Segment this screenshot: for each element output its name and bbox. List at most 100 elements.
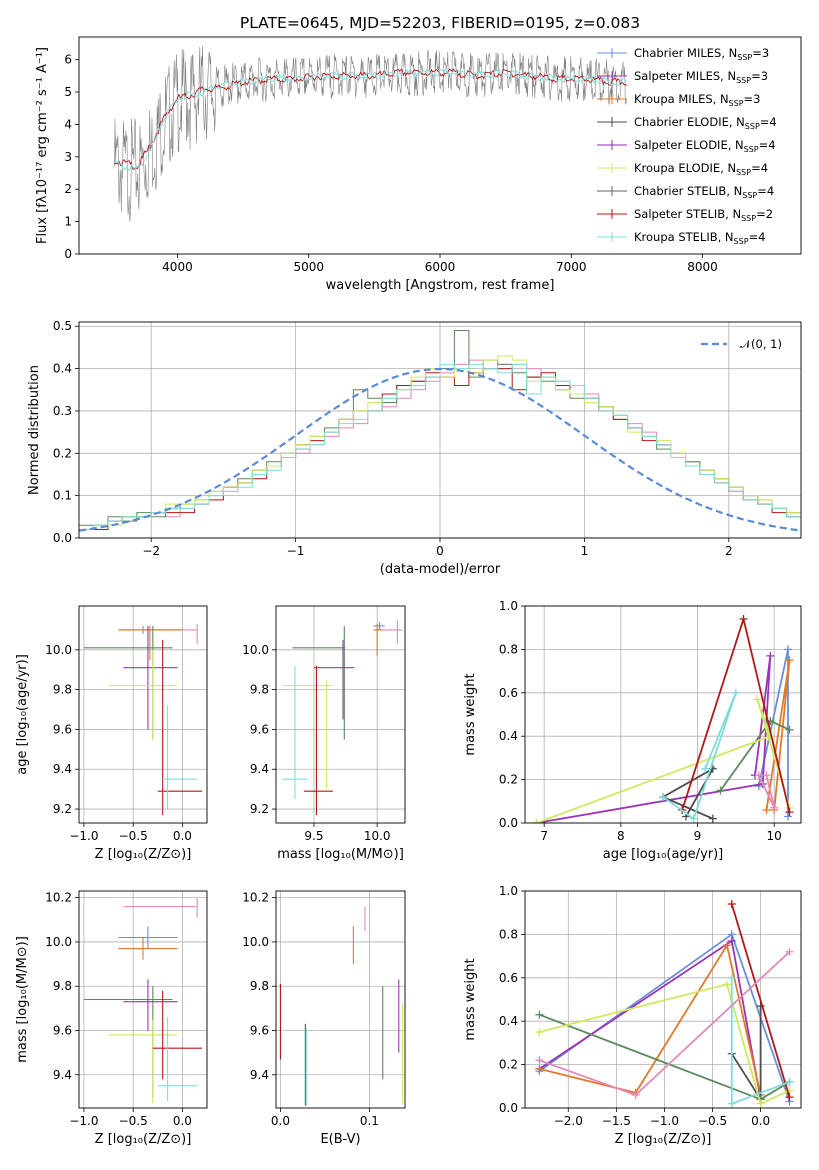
weight-marker xyxy=(727,973,736,982)
weight-marker xyxy=(532,819,541,823)
weight-marker xyxy=(727,936,736,945)
y-tick-label: 0.8 xyxy=(499,927,518,941)
y-tick-label: 9.6 xyxy=(53,722,72,736)
weight-series xyxy=(538,939,762,1100)
x-tick-label: −0.5 xyxy=(698,1114,727,1128)
y-tick-label: 0.3 xyxy=(53,404,72,418)
legend: Chabrier MILES, NSSP=3 Salpeter MILES, NS… xyxy=(597,46,777,246)
weight-marker xyxy=(766,651,775,660)
y-tick-label: 0 xyxy=(64,247,72,261)
weight-marker xyxy=(770,803,779,812)
legend-label: Kroupa STELIB, NSSP=4 xyxy=(634,230,765,246)
x-tick-label: 6000 xyxy=(425,260,456,274)
weight-marker xyxy=(535,1056,544,1065)
weight-marker xyxy=(783,645,792,654)
y-tick-label: 0.8 xyxy=(499,642,518,656)
weight-marker xyxy=(739,615,748,624)
y-tick-label: 9.4 xyxy=(53,762,72,776)
x-tick-label: −1.0 xyxy=(69,829,98,843)
x-tick-label: −1.5 xyxy=(602,1114,631,1128)
error-bars xyxy=(279,906,403,1106)
x-axis-label: E(B-V) xyxy=(320,1132,360,1147)
y-tick-label: 2 xyxy=(64,182,72,196)
legend-label: Chabrier STELIB, NSSP=4 xyxy=(634,184,774,200)
spectrum-lines xyxy=(114,46,627,222)
plot-layer: 4000 5000 6000 7000 8000 0 1 2 3 4 5 6 wavelength [A… xyxy=(15,36,802,1147)
y-axis-label: mass weight xyxy=(463,673,478,755)
x-tick-label: 5000 xyxy=(293,260,324,274)
weight-marker xyxy=(727,1099,736,1108)
y-axis-label: age [log₁₀(age/yr)] xyxy=(15,654,30,775)
weight-marker xyxy=(754,771,763,780)
x-tick-label: 4000 xyxy=(162,260,193,274)
x-tick-label: −0.5 xyxy=(119,1114,148,1128)
x-tick-label: 0.0 xyxy=(751,1114,770,1128)
weight-marker xyxy=(756,1099,765,1108)
y-tick-label: 9.4 xyxy=(250,762,269,776)
x-tick-label: 7 xyxy=(540,829,548,843)
weight-marker xyxy=(785,947,794,956)
y-tick-label: 0.0 xyxy=(53,531,72,545)
y-tick-label: 0.4 xyxy=(499,729,518,743)
weight-marker xyxy=(753,695,762,704)
histogram-series xyxy=(79,363,801,530)
weight-series xyxy=(536,699,791,823)
weight-marker xyxy=(783,812,792,821)
weight-lines xyxy=(532,615,794,823)
spectrum-series xyxy=(114,68,627,170)
axes-frame xyxy=(78,605,208,824)
y-tick-label: 0.2 xyxy=(53,446,72,460)
y-tick-label: 10.0 xyxy=(45,643,72,657)
y-tick-label: 1 xyxy=(64,215,72,229)
weight-marker xyxy=(535,1064,544,1073)
x-tick-label: 10 xyxy=(767,829,782,843)
spectrum-series xyxy=(114,46,627,222)
x-tick-label: −0.5 xyxy=(119,829,148,843)
x-tick-label: −1.0 xyxy=(69,1114,98,1128)
x-tick-label: 8 xyxy=(617,829,625,843)
y-tick-label: 10.0 xyxy=(45,935,72,949)
y-tick-label: 0.6 xyxy=(499,971,518,985)
legend-label: Salpeter ELODIE, NSSP=4 xyxy=(634,138,776,154)
weight-series xyxy=(539,983,790,1105)
y-tick-label: 9.4 xyxy=(250,1068,269,1082)
x-axis-label: mass [log₁₀(M/M⊙)] xyxy=(277,847,404,862)
y-tick-label: 0.2 xyxy=(499,1058,518,1072)
y-tick-label: 9.6 xyxy=(53,1024,72,1038)
y-axis-label: mass weight xyxy=(463,958,478,1040)
y-tick-label: 9.8 xyxy=(53,979,72,993)
x-tick-label: 1 xyxy=(581,544,589,558)
y-tick-label: 0.5 xyxy=(53,319,72,333)
y-tick-label: 9.6 xyxy=(250,722,269,736)
error-bars xyxy=(83,897,203,1104)
x-tick-label: −2 xyxy=(142,544,160,558)
weight-marker xyxy=(785,1077,794,1086)
weight-marker xyxy=(762,771,771,780)
weight-marker xyxy=(722,980,731,989)
x-axis-label: Z [log₁₀(Z/Z⊙)] xyxy=(95,1132,192,1147)
weight-marker xyxy=(708,814,717,823)
weight-marker xyxy=(716,786,725,795)
axes-frame xyxy=(524,605,802,824)
weight-marker xyxy=(785,808,794,817)
x-tick-label: 9.5 xyxy=(304,829,323,843)
weight-marker xyxy=(762,805,771,814)
weight-series xyxy=(539,942,762,1096)
y-tick-label: 3 xyxy=(64,150,72,164)
x-axis-label: age [log₁₀(age/yr)] xyxy=(603,847,724,862)
y-axis-label: Normed distribution xyxy=(27,365,42,495)
legend-label: Salpeter STELIB, NSSP=2 xyxy=(634,207,773,223)
axes-frame xyxy=(275,890,406,1109)
legend-label: Kroupa MILES, NSSP=3 xyxy=(634,92,760,108)
axes-frame xyxy=(78,890,208,1109)
y-tick-label: 9.2 xyxy=(250,802,269,816)
y-tick-label: 9.8 xyxy=(250,683,269,697)
weight-series xyxy=(660,766,716,820)
normal-curve xyxy=(79,367,801,532)
weight-marker xyxy=(701,764,710,773)
weight-marker xyxy=(785,1093,794,1102)
spectrum-series xyxy=(114,67,627,172)
y-tick-label: 5 xyxy=(64,85,72,99)
y-tick-label: 0.0 xyxy=(499,816,518,830)
weight-marker xyxy=(689,814,698,823)
